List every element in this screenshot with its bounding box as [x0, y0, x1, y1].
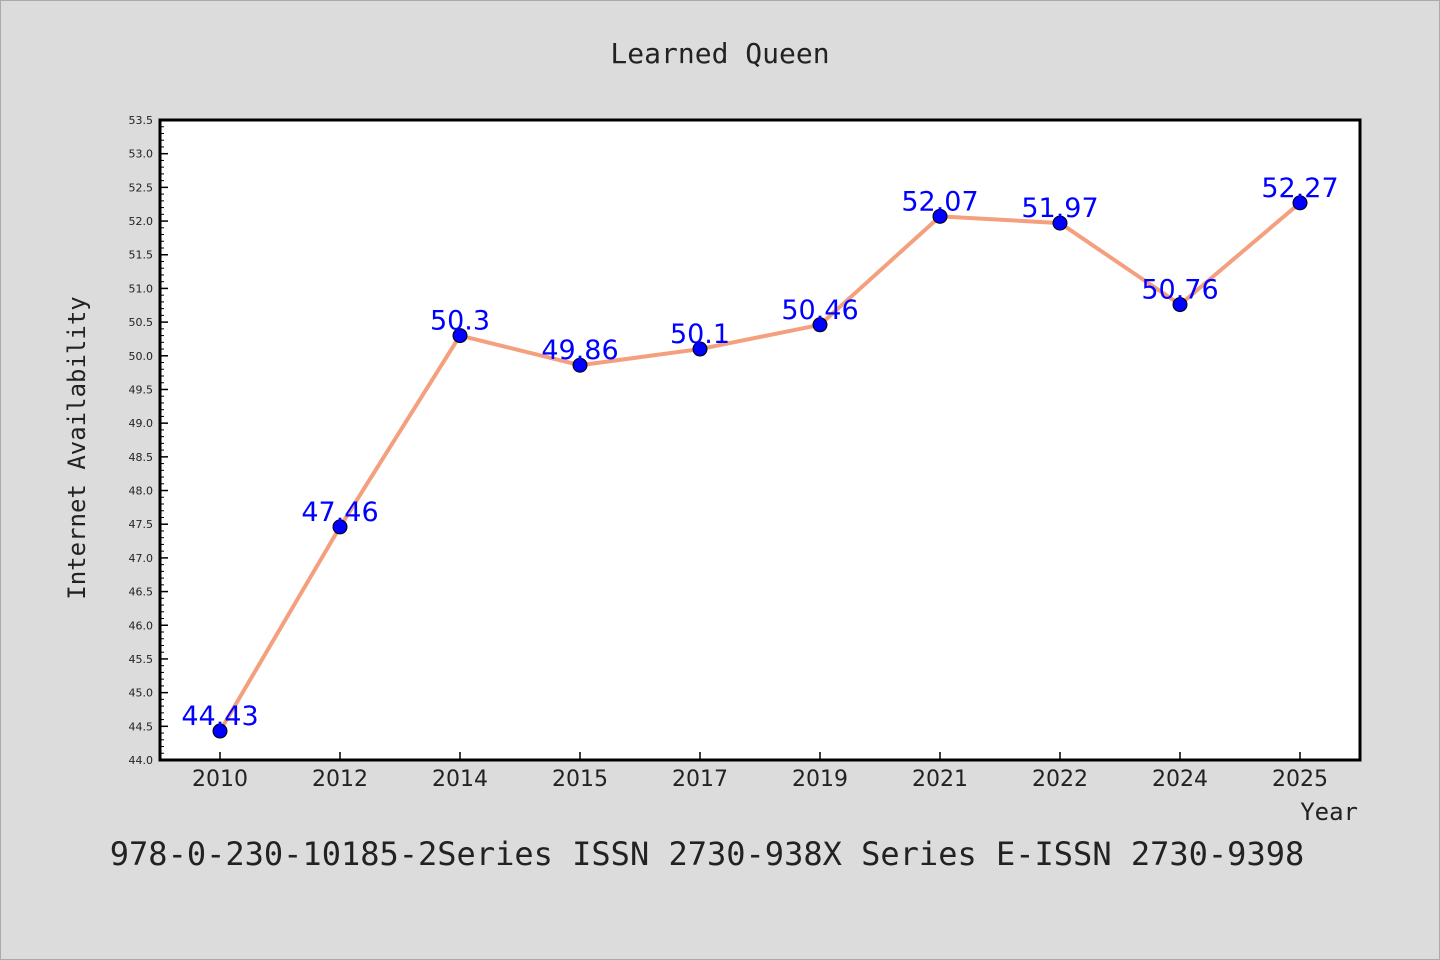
- data-label: 47.46: [301, 497, 378, 528]
- plot-area: [158, 118, 1362, 762]
- y-tick-label: 46.0: [129, 619, 154, 632]
- data-series: 44.43 47.46 50.3 49.86 50.1 50.46 52.07 51.97 50…: [181, 173, 1339, 739]
- data-label: 50.1: [670, 319, 730, 350]
- y-tick-label: 45.5: [129, 653, 154, 666]
- data-point: [332, 519, 348, 535]
- x-axis: 2010 2012 2014 2015 2017 2019 2021 2022 2024 2025: [192, 752, 1328, 792]
- y-axis: 44.0 44.5 45.0 45.5 46.0 46.5 47.0 47.5 48.0 48.5…: [129, 114, 168, 767]
- data-point: [1172, 297, 1188, 313]
- data-label: 52.07: [901, 186, 978, 217]
- y-tick-label: 44.0: [129, 754, 154, 767]
- x-tick-label: 2024: [1152, 767, 1208, 792]
- data-label: 51.97: [1021, 193, 1098, 224]
- y-tick-label: 51.5: [129, 249, 154, 262]
- series-line: [218, 201, 1302, 733]
- data-label: 50.76: [1141, 275, 1218, 306]
- y-tick-label: 47.0: [129, 552, 154, 565]
- footer-isbn-issn: 978-0-230-10185-2Series ISSN 2730-938X S…: [110, 835, 1304, 873]
- data-point: [692, 341, 708, 357]
- data-point: [452, 328, 468, 344]
- data-label: 50.46: [781, 295, 858, 326]
- y-tick-label: 53.5: [129, 114, 154, 127]
- data-point: [1292, 195, 1308, 211]
- y-tick-label: 48.0: [129, 485, 154, 498]
- data-label: 44.43: [181, 701, 258, 732]
- y-tick-label: 50.0: [129, 350, 154, 363]
- x-tick-label: 2012: [312, 767, 368, 792]
- x-tick-label: 2014: [432, 767, 488, 792]
- data-point: [1052, 215, 1068, 231]
- x-tick-label: 2022: [1032, 767, 1088, 792]
- y-tick-label: 46.5: [129, 586, 154, 599]
- data-point: [572, 357, 588, 373]
- x-tick-label: 2021: [912, 767, 968, 792]
- y-tick-label: 52.0: [129, 215, 154, 228]
- y-tick-label: 51.0: [129, 282, 154, 295]
- x-tick-label: 2015: [552, 767, 608, 792]
- x-tick-label: 2010: [192, 767, 248, 792]
- data-label: 50.3: [430, 306, 490, 337]
- data-label: 49.86: [541, 335, 618, 366]
- y-tick-label: 47.5: [129, 518, 154, 531]
- y-tick-label: 49.0: [129, 417, 154, 430]
- chart-title: Learned Queen: [610, 37, 829, 70]
- y-tick-label: 50.5: [129, 316, 154, 329]
- data-label: 52.27: [1261, 173, 1338, 204]
- data-point: [812, 317, 828, 333]
- x-axis-label: Year: [1300, 798, 1358, 826]
- y-tick-label: 53.0: [129, 148, 154, 161]
- x-tick-label: 2019: [792, 767, 848, 792]
- y-tick-label: 44.5: [129, 720, 154, 733]
- y-tick-label: 49.5: [129, 383, 154, 396]
- y-axis-label: Internet Availability: [63, 296, 91, 599]
- y-tick-label: 45.0: [129, 687, 154, 700]
- data-point: [212, 723, 228, 739]
- y-tick-label: 48.5: [129, 451, 154, 464]
- x-tick-label: 2025: [1272, 767, 1328, 792]
- y-tick-label: 52.5: [129, 181, 154, 194]
- data-point: [932, 208, 948, 224]
- x-tick-label: 2017: [672, 767, 728, 792]
